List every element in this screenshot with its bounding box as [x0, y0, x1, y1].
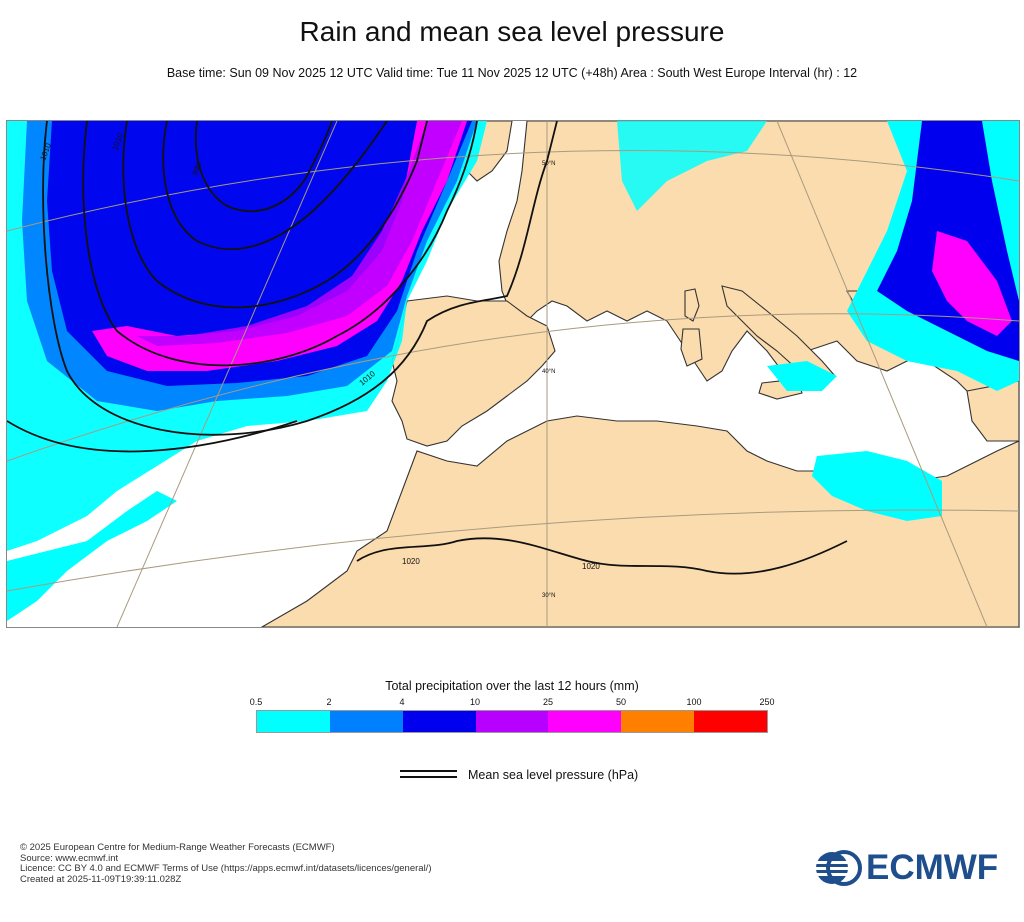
meridian-west — [116, 121, 338, 627]
rain-northern-europe — [617, 121, 767, 211]
ecmwf-logo-text: ECMWF — [866, 848, 999, 887]
footer-created: Created at 2025-11-09T19:39:11.028Z — [20, 873, 182, 885]
land-iberia — [391, 295, 556, 447]
chart-title: Rain and mean sea level pressure — [299, 16, 725, 47]
legend-title: Total precipitation over the last 12 hou… — [385, 679, 639, 693]
ecmwf-logo: ECMWF — [814, 848, 998, 888]
rain-atlantic-south — [7, 491, 177, 621]
isobar-label: 990 — [190, 161, 203, 177]
graticule — [7, 121, 1019, 627]
legend-swatch — [329, 711, 403, 732]
map-svg: 1010 1010 990 1010 1020 1020 50°N 40°N 3… — [7, 121, 1019, 627]
isobar-1005 — [82, 121, 478, 367]
legend-tick: 250 — [759, 697, 775, 707]
isobar-label: 1020 — [402, 557, 420, 566]
isobars — [7, 121, 848, 575]
footer-licence: Licence: CC BY 4.0 and ECMWF Terms of Us… — [20, 863, 432, 874]
legend-tick: 100 — [686, 697, 702, 707]
footer-copyright: © 2025 European Centre for Medium-Range … — [20, 842, 335, 853]
weather-map[interactable]: 1010 1010 990 1010 1020 1020 50°N 40°N 3… — [6, 120, 1020, 628]
parallel-40n — [7, 313, 1019, 462]
rain-magenta-band — [92, 121, 467, 371]
land-sardinia — [680, 328, 703, 367]
legend-tick: 10 — [469, 697, 481, 707]
legend-tick: 2 — [326, 697, 332, 707]
legend-swatch — [257, 711, 330, 732]
legend-tick: 4 — [399, 697, 405, 707]
ecmwf-emblem-icon — [816, 850, 862, 886]
parallel-50n — [7, 150, 1019, 232]
legend-tick: 50 — [615, 697, 627, 707]
isobar-label: 1020 — [582, 562, 600, 571]
isobar-1000 — [122, 121, 428, 309]
chart-subtitle: Base time: Sun 09 Nov 2025 12 UTC Valid … — [166, 66, 858, 80]
land-corsica — [684, 288, 700, 322]
legend-tick: 25 — [542, 697, 554, 707]
isobar-990 — [194, 121, 333, 212]
legend-swatch — [548, 711, 622, 732]
land-north-africa — [260, 415, 1019, 627]
legend-swatch — [475, 711, 549, 732]
rain-med-east — [812, 451, 942, 521]
rain-med-central — [767, 361, 837, 391]
legend-swatch — [621, 711, 695, 732]
legend-color-bar — [256, 710, 768, 733]
land-anatolia — [966, 380, 1019, 442]
footer-source: Source: www.ecmwf.int — [20, 852, 119, 864]
isobar-995 — [162, 121, 388, 250]
legend-tick: 0.5 — [249, 697, 263, 707]
latitude-label: 30°N — [542, 593, 555, 599]
mslp-legend-label: Mean sea level pressure (hPa) — [468, 768, 639, 782]
isobar-1020-africa — [356, 537, 848, 575]
latitude-label: 50°N — [542, 161, 555, 167]
rain-violet-band — [137, 121, 462, 346]
parallel-30n — [7, 509, 1019, 592]
legend-swatch — [402, 711, 476, 732]
mslp-line-sample — [400, 770, 457, 778]
legend-swatch — [694, 711, 768, 732]
precipitation-layer — [7, 121, 1019, 621]
isobar-1010-outer — [42, 121, 558, 436]
footer-credits: © 2025 European Centre for Medium-Range … — [20, 842, 432, 885]
meridian-east — [776, 121, 988, 627]
latitude-label: 40°N — [542, 369, 555, 375]
isobar-1015 — [7, 420, 298, 453]
rain-balkans-magenta — [932, 231, 1012, 336]
